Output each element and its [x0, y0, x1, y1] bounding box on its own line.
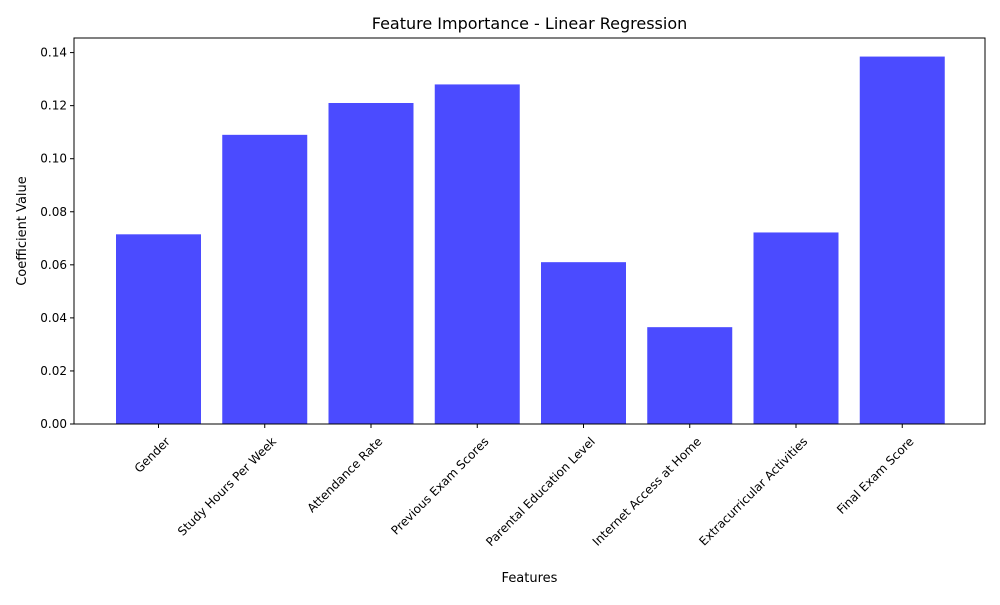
x-tick-label-0: Gender	[132, 434, 173, 475]
x-axis: Gender Study Hours Per Week Attendance Rat…	[132, 424, 917, 549]
y-axis-label: Coefficient Value	[15, 176, 30, 286]
y-tick-label-1: 0.02	[40, 364, 67, 378]
bar-3	[434, 84, 520, 424]
x-tick-label-4: Parental Education Level	[483, 434, 598, 549]
y-tick-label-7: 0.14	[40, 46, 67, 60]
bar-4	[541, 262, 626, 424]
y-tick-label-5: 0.10	[40, 152, 67, 166]
x-tick-label-3: Previous Exam Scores	[388, 434, 491, 537]
x-tick-label-1: Study Hours Per Week	[175, 434, 279, 538]
y-tick-label-4: 0.08	[40, 205, 67, 219]
bar-2	[328, 102, 414, 424]
chart-title: Feature Importance - Linear Regression	[372, 14, 688, 33]
y-tick-label-0: 0.00	[40, 417, 67, 431]
plot-frame	[73, 37, 986, 425]
bar-5	[647, 327, 733, 424]
y-axis: 0.00 0.02 0.04 0.06 0.08 0.10 0.12 0.14	[40, 46, 74, 431]
bars-layer	[116, 56, 945, 425]
x-tick-label-6: Extracurricular Activities	[696, 434, 810, 548]
x-axis-label: Features	[502, 571, 558, 586]
x-tick-label-7: Final Exam Score	[834, 434, 916, 516]
x-tick-label-2: Attendance Rate	[305, 434, 386, 515]
bar-6	[753, 232, 839, 424]
bar-0	[116, 234, 201, 424]
bar-1	[222, 134, 308, 425]
y-tick-label-6: 0.12	[40, 99, 67, 113]
y-tick-label-2: 0.04	[40, 311, 67, 325]
x-tick-label-5: Internet Access at Home	[590, 434, 704, 548]
y-tick-label-3: 0.06	[40, 258, 67, 272]
bar-7	[859, 56, 945, 425]
